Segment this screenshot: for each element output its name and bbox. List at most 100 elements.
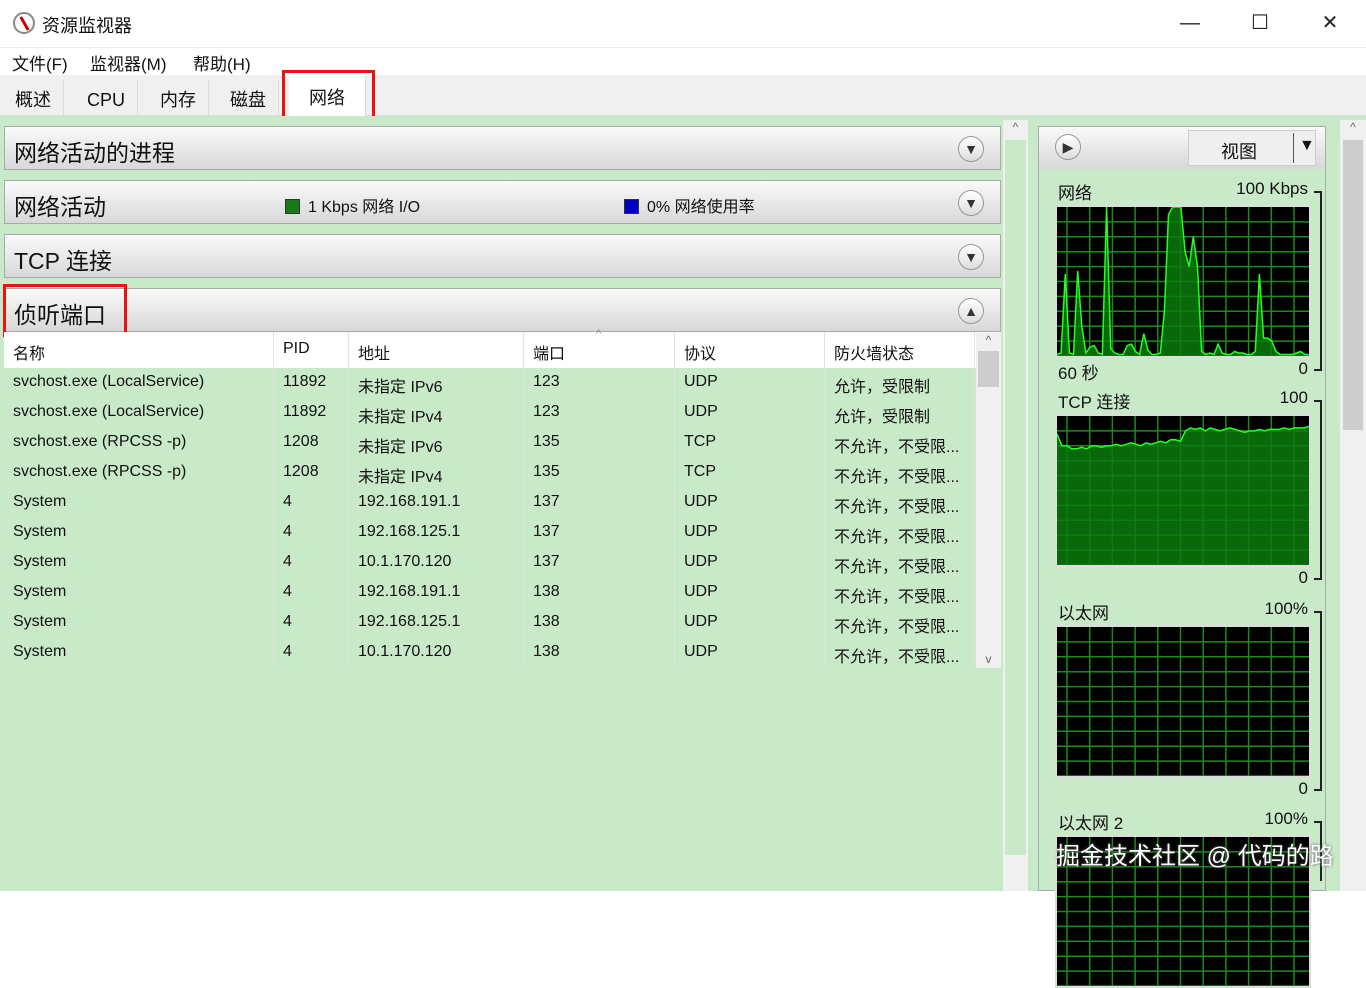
- section-title: 网络活动: [14, 194, 106, 220]
- table-cell: 135: [533, 463, 560, 480]
- section-processes[interactable]: 网络活动的进程 ▼: [4, 126, 1001, 170]
- column-header[interactable]: 协议: [684, 346, 717, 363]
- watermark: 掘金技术社区 @ 代码的路: [1056, 843, 1334, 870]
- table-row[interactable]: System 4 10.1.170.120 137 UDP 不允许，不受限...: [4, 548, 976, 578]
- table-cell: 192.168.191.1: [358, 583, 461, 600]
- graph-line: [1057, 207, 1309, 356]
- table-cell: 4: [283, 493, 292, 510]
- window-title: 资源监视器: [42, 16, 132, 36]
- right-scrollbar[interactable]: ^: [1340, 120, 1366, 891]
- table-cell: 不允许，不受限...: [834, 439, 960, 456]
- table-row[interactable]: System 4 192.168.125.1 138 UDP 不允许，不受限...: [4, 608, 976, 638]
- graph-line: [1057, 425, 1309, 450]
- tab-network[interactable]: 网络: [289, 75, 366, 116]
- table-row[interactable]: svchost.exe (RPCSS -p) 1208 未指定 IPv6 135 TCP…: [4, 428, 976, 458]
- tab-cpu[interactable]: CPU: [75, 80, 139, 115]
- section-activity[interactable]: 网络活动 1 Kbps 网络 I/O 0% 网络使用率 ▼: [4, 180, 1001, 224]
- table-cell: 未指定 IPv6: [358, 439, 443, 456]
- column-header[interactable]: 防火墙状态: [834, 346, 915, 363]
- scroll-thumb[interactable]: [1343, 140, 1363, 430]
- table-cell: 不允许，不受限...: [834, 589, 960, 606]
- table-cell: System: [13, 583, 67, 600]
- table-row[interactable]: svchost.exe (RPCSS -p) 1208 未指定 IPv4 135 TCP…: [4, 458, 976, 488]
- table-cell: 未指定 IPv4: [358, 469, 443, 486]
- graph-0: [1055, 205, 1311, 358]
- table-row[interactable]: System 4 192.168.125.1 137 UDP 不允许，不受限...: [4, 518, 976, 548]
- tab-memory[interactable]: 内存: [148, 80, 209, 115]
- column-header[interactable]: 地址: [358, 346, 391, 363]
- table-cell: 不允许，不受限...: [834, 559, 960, 576]
- table-cell: UDP: [684, 553, 718, 570]
- column-header[interactable]: 名称: [13, 346, 46, 363]
- view-label: 视图: [1221, 142, 1257, 162]
- column-header[interactable]: PID: [283, 340, 310, 357]
- dropdown-arrow-icon: ▼: [1299, 137, 1315, 154]
- table-cell: svchost.exe (LocalService): [13, 373, 205, 390]
- tab-strip: [0, 75, 1366, 116]
- column-divider: [348, 332, 349, 668]
- tab-overview[interactable]: 概述: [3, 80, 64, 115]
- column-divider: [974, 332, 975, 668]
- main-scrollbar[interactable]: ^: [1003, 120, 1028, 891]
- scroll-thumb[interactable]: [978, 351, 999, 387]
- menu-file[interactable]: 文件(F): [12, 55, 68, 74]
- menu-bar: [0, 47, 1366, 75]
- table-row[interactable]: System 4 10.1.170.120 138 UDP 不允许，不受限...: [4, 638, 976, 668]
- close-button[interactable]: ✕: [1321, 12, 1339, 34]
- graph-title: 以太网 2: [1058, 814, 1124, 833]
- table-cell: 137: [533, 523, 560, 540]
- menu-help[interactable]: 帮助(H): [193, 55, 251, 74]
- table-row[interactable]: svchost.exe (LocalService) 11892 未指定 IPv4 1…: [4, 398, 976, 428]
- table-cell: 未指定 IPv6: [358, 379, 443, 396]
- graph-min-label: 0: [1298, 568, 1308, 587]
- table-cell: 192.168.125.1: [358, 523, 461, 540]
- table-cell: 4: [283, 643, 292, 660]
- table-cell: 不允许，不受限...: [834, 469, 960, 486]
- minimize-button[interactable]: —: [1180, 12, 1200, 34]
- table-cell: UDP: [684, 583, 718, 600]
- scale-bracket: [1314, 821, 1322, 881]
- table-cell: System: [13, 553, 67, 570]
- maximize-button[interactable]: ☐: [1251, 12, 1269, 34]
- section-title: 网络活动的进程: [14, 140, 175, 166]
- column-divider: [523, 332, 524, 668]
- menu-monitor[interactable]: 监视器(M): [90, 55, 167, 74]
- graph-area: [1057, 426, 1309, 565]
- table-scrollbar[interactable]: ^ v: [976, 333, 1001, 668]
- table-cell: 不允许，不受限...: [834, 529, 960, 546]
- scale-bracket: [1314, 191, 1322, 371]
- view-dropdown[interactable]: 视图 ▼: [1188, 130, 1316, 166]
- graph-1: [1055, 414, 1311, 567]
- section-tcp[interactable]: TCP 连接 ▼: [4, 234, 1001, 278]
- column-header[interactable]: 端口: [533, 346, 566, 363]
- table-cell: System: [13, 523, 67, 540]
- table-cell: UDP: [684, 373, 718, 390]
- table-cell: 允许，受限制: [834, 409, 931, 426]
- graph-min-label: 0: [1298, 779, 1308, 798]
- table-row[interactable]: System 4 192.168.191.1 137 UDP 不允许，不受限...: [4, 488, 976, 518]
- section-listening[interactable]: 侦听端口 ▲: [4, 288, 1001, 332]
- scale-bracket: [1314, 611, 1322, 791]
- chevron-up-icon[interactable]: ▲: [958, 298, 984, 324]
- table-cell: 4: [283, 613, 292, 630]
- table-cell: 允许，受限制: [834, 379, 931, 396]
- chevron-down-icon[interactable]: ▼: [958, 190, 984, 216]
- table-row[interactable]: System 4 192.168.191.1 138 UDP 不允许，不受限...: [4, 578, 976, 608]
- table-row[interactable]: svchost.exe (LocalService) 11892 未指定 IPv6 1…: [4, 368, 976, 398]
- table-cell: 11892: [283, 373, 327, 390]
- table-cell: System: [13, 643, 67, 660]
- tab-disk[interactable]: 磁盘: [218, 80, 279, 115]
- chevron-down-icon[interactable]: ▼: [958, 136, 984, 162]
- chevron-right-icon[interactable]: ▶: [1055, 134, 1081, 160]
- column-divider: [273, 332, 274, 668]
- table-cell: UDP: [684, 643, 718, 660]
- table-cell: 10.1.170.120: [358, 553, 452, 570]
- chevron-down-icon[interactable]: ▼: [958, 244, 984, 270]
- legend-io: 1 Kbps 网络 I/O: [285, 193, 420, 217]
- resource-monitor-icon: [13, 12, 35, 34]
- listening-ports-table: 名称 PID 地址 端口 协议 防火墙状态 svchost.exe (LocalServic…: [4, 332, 1001, 668]
- table-cell: 11892: [283, 403, 327, 420]
- table-cell: UDP: [684, 403, 718, 420]
- blue-swatch: [624, 199, 639, 214]
- scroll-track[interactable]: [1005, 140, 1026, 855]
